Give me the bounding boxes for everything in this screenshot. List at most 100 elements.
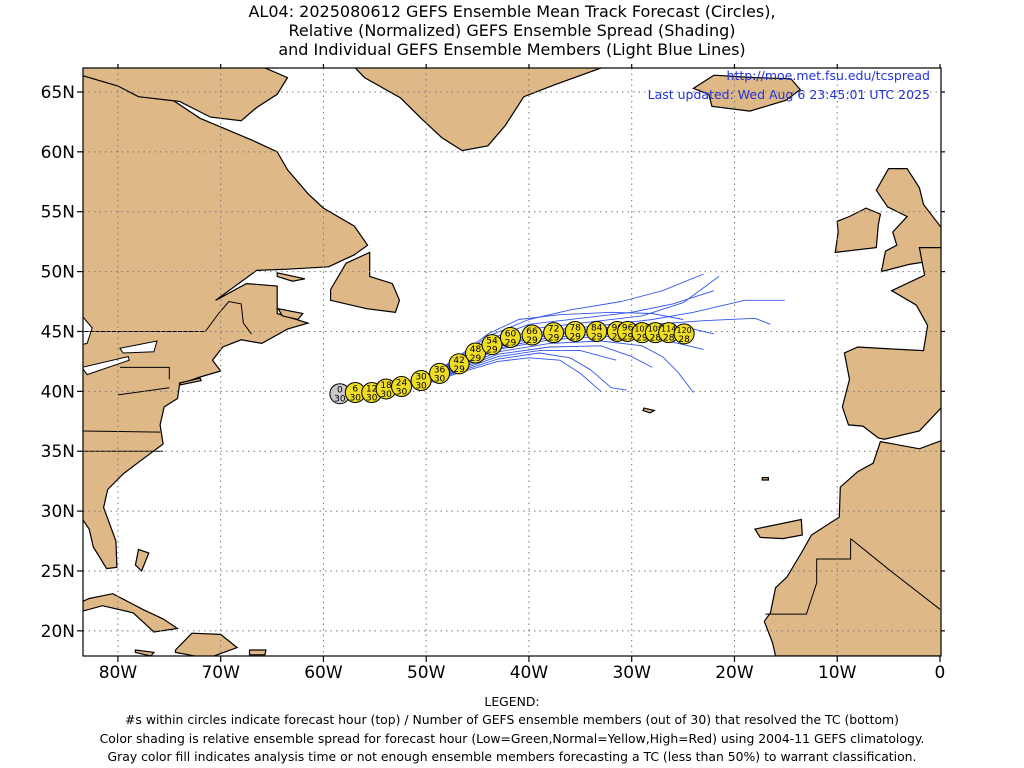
forecast-hour-label: 90: [612, 323, 624, 333]
political-border: [83, 300, 252, 335]
lat-label: 25N: [41, 562, 75, 582]
forecast-hour-label: 6: [352, 385, 358, 395]
lat-label: 65N: [41, 83, 75, 103]
landmasses: [83, 68, 941, 656]
last-updated: Last updated: Wed Aug 6 23:45:01 UTC 202…: [648, 87, 930, 102]
forecast-hour-label: 60: [505, 329, 517, 339]
chart-title: AL04: 2025080612 GEFS Ensemble Mean Trac…: [0, 2, 1024, 59]
track-circle-marker: [673, 323, 695, 345]
map-frame: [82, 67, 942, 657]
africa-landmass: [763, 440, 941, 656]
ensemble-mean-track: 0306301230183024303030363042294829542960…: [329, 320, 695, 405]
track-circle-marker: [521, 324, 543, 346]
member-count-label: 30: [380, 390, 392, 400]
lon-label: 80W: [99, 663, 138, 683]
forecast-hour-label: 0: [337, 386, 343, 396]
forecast-hour-label: 30: [415, 373, 427, 383]
lake: [83, 316, 93, 345]
member-count-label: 28: [678, 335, 690, 345]
lat-label: 40N: [41, 382, 75, 402]
source-url[interactable]: http://moe.met.fsu.edu/tcspread: [727, 68, 930, 83]
forecast-hour-label: 84: [591, 323, 603, 333]
member-track-line: [415, 350, 617, 387]
longitude-labels: 80W 70W 60W 50W 40W 30W 20W 10W 0: [99, 663, 946, 683]
member-count-label: 28: [663, 334, 675, 344]
track-circle-marker: [448, 353, 470, 375]
jamaica-landmass: [134, 649, 156, 656]
track-circle: 030: [329, 383, 351, 405]
lon-label: 70W: [201, 663, 240, 683]
pei-landmass: [277, 307, 305, 321]
track-circle-marker: [586, 320, 608, 342]
member-count-label: 30: [334, 395, 346, 405]
lat-label: 35N: [41, 442, 75, 462]
anticosti-landmass: [276, 272, 306, 282]
britain-landmass: [875, 168, 941, 273]
newfoundland-landmass: [330, 251, 401, 313]
map-area: 0306301230183024303030363042294829542960…: [83, 68, 941, 656]
lake: [83, 356, 130, 376]
europe-landmass: [841, 247, 941, 440]
forecast-hour-label: 66: [526, 327, 538, 337]
member-count-label: 30: [396, 388, 408, 398]
title-line-1: AL04: 2025080612 GEFS Ensemble Mean Trac…: [248, 2, 776, 21]
member-count-label: 29: [470, 354, 482, 364]
forecast-hour-label: 78: [569, 323, 581, 333]
forecast-hour-label: 54: [486, 337, 498, 347]
lat-label: 20N: [41, 622, 75, 642]
lat-label: 45N: [41, 322, 75, 342]
lake: [119, 340, 158, 354]
greenland-landmass: [354, 68, 606, 152]
track-circle-marker: [465, 342, 487, 364]
title-line-3: and Individual GEFS Ensemble Members (Li…: [278, 40, 746, 59]
political-border: [120, 366, 170, 380]
lon-label: 40W: [510, 663, 549, 683]
hispaniola-landmass: [174, 632, 239, 656]
lat-label: 30N: [41, 502, 75, 522]
lat-label: 60N: [41, 143, 75, 163]
member-count-label: 30: [366, 394, 378, 404]
member-count-label: 29: [591, 332, 603, 342]
lon-label: 60W: [304, 663, 343, 683]
track-circle-marker: [543, 322, 565, 344]
political-border: [765, 538, 852, 615]
track-circle-marker: [481, 334, 503, 356]
lon-label: 30W: [612, 663, 651, 683]
track-circle-marker: [391, 376, 413, 398]
lon-label: 0: [935, 663, 946, 683]
legend-line-3: Gray color fill indicates analysis time …: [107, 749, 917, 765]
forecast-hour-label: 102: [634, 325, 649, 334]
track-circle-marker: [410, 370, 432, 392]
lat-label: 50N: [41, 263, 75, 283]
lon-label: 10W: [818, 663, 857, 683]
forecast-hour-label: 108: [648, 325, 663, 334]
forecast-hour-label: 114: [661, 325, 676, 334]
cuba-landmass: [83, 593, 180, 633]
member-count-label: 29: [548, 334, 560, 344]
member-count-label: 28: [650, 334, 662, 344]
forecast-hour-label: 12: [366, 385, 377, 395]
madeira-island: [761, 477, 770, 481]
member-count-label: 29: [486, 346, 498, 356]
member-count-label: 29: [505, 338, 517, 348]
baffin-island-landmass: [83, 68, 289, 122]
bahamas-landmass: [134, 548, 150, 573]
iceland-landmass: [692, 74, 802, 112]
title-line-2: Relative (Normalized) GEFS Ensemble Spre…: [288, 21, 736, 40]
ireland-landmass: [834, 207, 882, 254]
forecast-hour-label: 24: [396, 379, 408, 389]
axis-ticks: [77, 64, 945, 662]
forecast-hour-label: 42: [453, 356, 464, 366]
long-island-landmass: [178, 377, 203, 386]
member-count-label: 30: [415, 382, 427, 392]
